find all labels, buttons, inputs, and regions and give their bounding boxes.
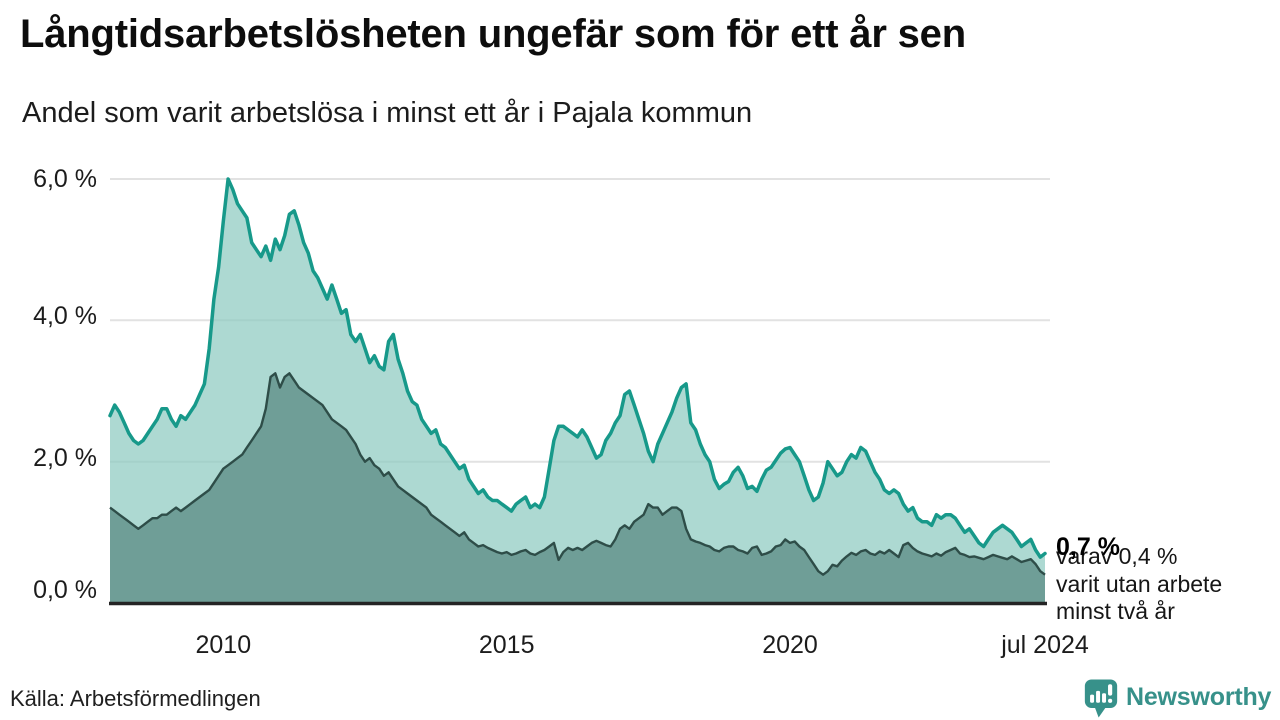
newsworthy-wordmark: Newsworthy <box>1126 683 1272 711</box>
y-axis-label-4: 4,0 % <box>33 302 97 330</box>
annotation-line-1: varav 0,4 % <box>1056 543 1178 569</box>
annotation-total-value: 0,7 % <box>1056 533 1120 561</box>
newsworthy-icon <box>1084 679 1118 718</box>
annotation-two-year-note: varav 0,4 % varit utan arbete minst två … <box>1056 543 1280 626</box>
y-axis-label-6: 6,0 % <box>33 165 97 193</box>
x-axis-label-2020: 2020 <box>762 631 818 659</box>
y-axis-label-2: 2,0 % <box>33 444 97 472</box>
chart-subtitle: Andel som varit arbetslösa i minst ett å… <box>22 97 753 129</box>
annotation-line-3: minst två år <box>1056 598 1175 624</box>
y-axis-label-0: 0,0 % <box>33 576 97 604</box>
x-axis-label-2015: 2015 <box>478 631 535 659</box>
x-axis-label-jul-2024: jul 2024 <box>1001 631 1089 659</box>
annotation-line-2: varit utan arbete <box>1056 570 1223 597</box>
newsworthy-logo: Newsworthy <box>1082 677 1271 718</box>
source-label: Källa: Arbetsförmedlingen <box>10 686 261 711</box>
page-title: Långtidsarbetslösheten ungefär som för e… <box>20 12 966 56</box>
x-axis-label-2010: 2010 <box>195 631 252 659</box>
